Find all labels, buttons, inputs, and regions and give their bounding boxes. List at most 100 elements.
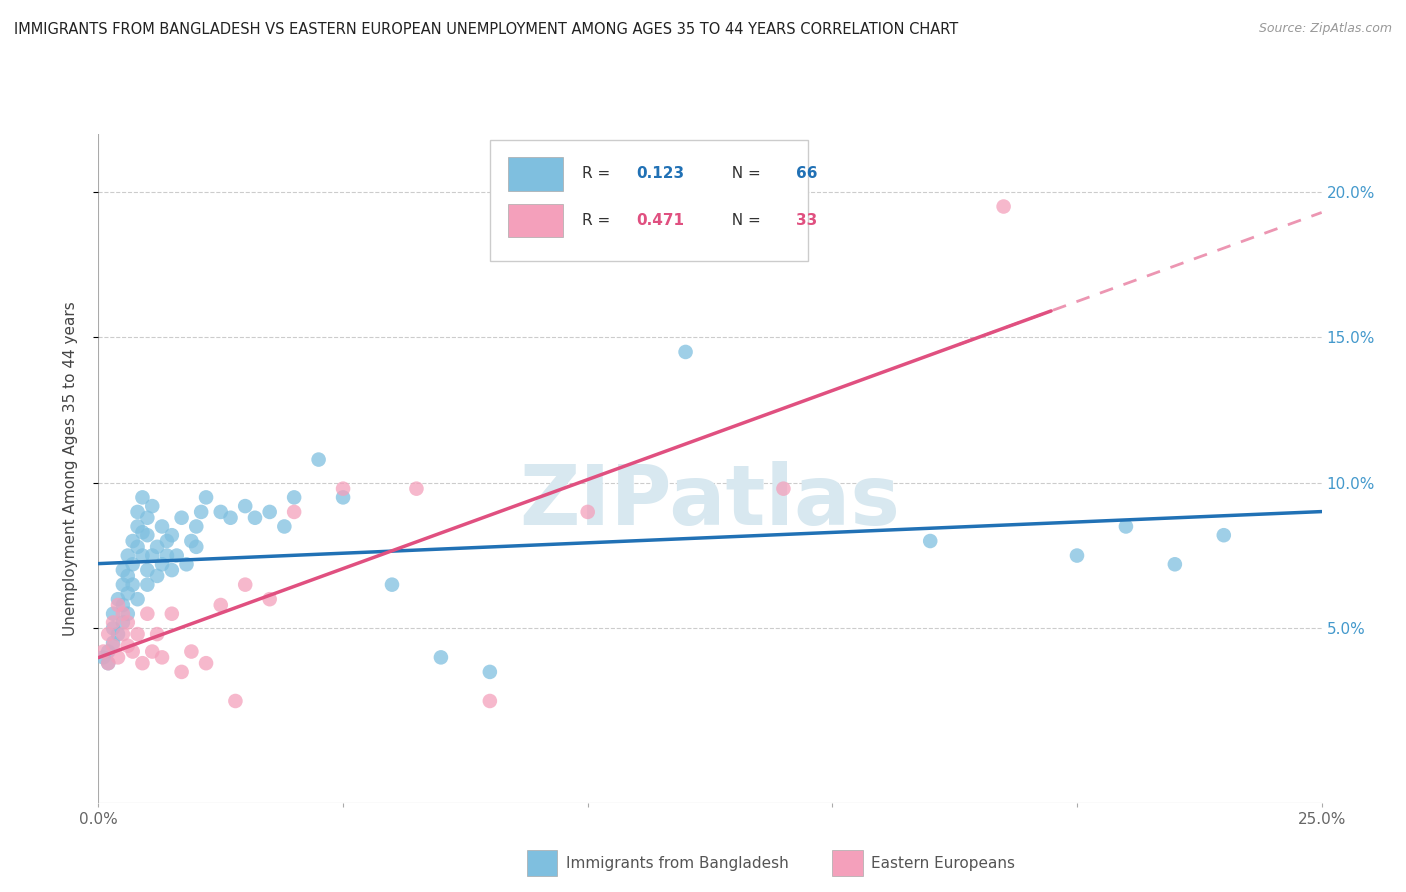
Point: [233, 577, 256, 591]
Point: [111, 627, 134, 641]
Point: [127, 627, 149, 641]
Point: [111, 577, 134, 591]
Point: [101, 615, 124, 630]
Point: [141, 499, 163, 513]
Point: [1066, 549, 1088, 563]
Point: [97, 644, 120, 658]
FancyBboxPatch shape: [526, 849, 557, 876]
Point: [273, 519, 295, 533]
Point: [97, 656, 120, 670]
Point: [111, 563, 134, 577]
Text: 33: 33: [796, 213, 817, 228]
Point: [107, 627, 129, 641]
Point: [131, 549, 153, 563]
FancyBboxPatch shape: [832, 849, 863, 876]
Point: [101, 639, 124, 653]
Point: [91, 644, 114, 658]
Point: [117, 549, 139, 563]
Point: [131, 656, 153, 670]
Point: [186, 519, 208, 533]
Point: [131, 491, 153, 505]
Point: [127, 540, 149, 554]
Text: N =: N =: [723, 167, 766, 181]
Point: [146, 627, 169, 641]
Point: [219, 510, 242, 524]
Point: [91, 650, 114, 665]
Point: [111, 615, 134, 630]
Point: [259, 505, 281, 519]
Point: [121, 644, 143, 658]
Text: 0.471: 0.471: [637, 213, 685, 228]
Point: [430, 650, 453, 665]
Text: IMMIGRANTS FROM BANGLADESH VS EASTERN EUROPEAN UNEMPLOYMENT AMONG AGES 35 TO 44 : IMMIGRANTS FROM BANGLADESH VS EASTERN EU…: [14, 22, 959, 37]
Point: [283, 491, 305, 505]
Point: [107, 598, 129, 612]
Point: [97, 627, 120, 641]
Point: [576, 505, 599, 519]
Point: [156, 549, 179, 563]
Point: [243, 510, 266, 524]
Point: [107, 592, 129, 607]
Point: [675, 345, 697, 359]
Point: [141, 644, 163, 658]
Point: [1115, 519, 1137, 533]
Point: [117, 607, 139, 621]
Point: [136, 607, 159, 621]
Text: Eastern Europeans: Eastern Europeans: [872, 855, 1015, 871]
Point: [160, 563, 183, 577]
Point: [121, 558, 143, 572]
Point: [150, 519, 173, 533]
Point: [195, 656, 218, 670]
Point: [190, 505, 212, 519]
Point: [121, 534, 143, 549]
Point: [117, 586, 139, 600]
Point: [101, 636, 124, 650]
Point: [127, 519, 149, 533]
Point: [156, 534, 179, 549]
Point: [136, 577, 159, 591]
Point: [150, 558, 173, 572]
Point: [283, 505, 305, 519]
Point: [170, 510, 193, 524]
Point: [136, 510, 159, 524]
Text: Source: ZipAtlas.com: Source: ZipAtlas.com: [1258, 22, 1392, 36]
FancyBboxPatch shape: [508, 157, 564, 191]
Point: [141, 549, 163, 563]
Point: [259, 592, 281, 607]
Point: [107, 650, 129, 665]
FancyBboxPatch shape: [489, 141, 808, 260]
Point: [160, 607, 183, 621]
Point: [127, 592, 149, 607]
Point: [117, 569, 139, 583]
Point: [117, 615, 139, 630]
Point: [117, 639, 139, 653]
Text: ZIPatlas: ZIPatlas: [520, 461, 900, 542]
Point: [136, 563, 159, 577]
Point: [233, 499, 256, 513]
Point: [478, 694, 501, 708]
Point: [195, 491, 218, 505]
Point: [224, 694, 246, 708]
Point: [186, 540, 208, 554]
Point: [381, 577, 404, 591]
Point: [772, 482, 794, 496]
Point: [332, 482, 354, 496]
Text: Immigrants from Bangladesh: Immigrants from Bangladesh: [565, 855, 789, 871]
Point: [209, 505, 232, 519]
Point: [170, 665, 193, 679]
Point: [1212, 528, 1234, 542]
Point: [111, 607, 134, 621]
Point: [920, 534, 942, 549]
Text: N =: N =: [723, 213, 766, 228]
Point: [146, 569, 169, 583]
Point: [1164, 558, 1187, 572]
Text: 66: 66: [796, 167, 817, 181]
Point: [111, 598, 134, 612]
Point: [146, 540, 169, 554]
Point: [332, 491, 354, 505]
Point: [160, 528, 183, 542]
Text: 0.123: 0.123: [637, 167, 685, 181]
Point: [180, 644, 202, 658]
Point: [136, 528, 159, 542]
Point: [121, 577, 143, 591]
